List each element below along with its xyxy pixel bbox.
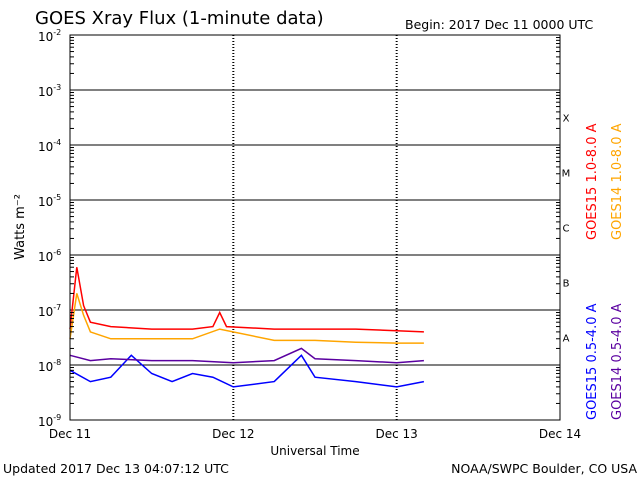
series-line <box>69 293 424 344</box>
x-tick-label: Dec 14 <box>539 427 581 441</box>
series-line <box>69 354 425 388</box>
flare-class-label: X <box>563 114 570 125</box>
series-line <box>69 267 424 333</box>
series-layer <box>69 267 425 388</box>
legend: GOES15 1.0-8.0 A GOES14 1.0-8.0 A GOES15 0… <box>585 123 625 420</box>
legend-entry: GOES14 0.5-4.0 A <box>610 303 625 420</box>
flare-class-labels: A B C M X <box>562 114 571 345</box>
y-tick-label: 10-5 <box>38 193 61 209</box>
legend-entry: GOES15 0.5-4.0 A <box>585 303 600 420</box>
flare-class-label: C <box>563 224 570 235</box>
y-tick-label: 10-8 <box>38 358 61 374</box>
y-tick-label: 10-2 <box>38 28 61 44</box>
gridlines <box>70 35 560 420</box>
y-tick-label: 10-7 <box>38 303 61 319</box>
y-axis-label: Watts m⁻² <box>13 194 28 260</box>
y-tick-label: 10-3 <box>38 83 61 99</box>
plot-frame <box>69 34 561 421</box>
y-axis-ticks: 10-9 10-8 10-7 10-6 10-5 10-4 10-3 10-2 <box>38 28 560 429</box>
x-axis-ticks: Dec 11 Dec 12 Dec 13 Dec 14 <box>49 427 581 441</box>
flare-class-label: M <box>562 169 571 180</box>
source-label: NOAA/SWPC Boulder, CO USA <box>451 461 637 476</box>
flare-class-label: A <box>563 334 570 345</box>
series-line <box>69 347 424 364</box>
updated-label: Updated 2017 Dec 13 04:07:12 UTC <box>3 461 229 476</box>
x-axis-label: Universal Time <box>270 444 359 458</box>
x-tick-label: Dec 11 <box>49 427 91 441</box>
flare-class-label: B <box>563 279 570 290</box>
begin-label: Begin: 2017 Dec 11 0000 UTC <box>405 17 593 32</box>
chart-title: GOES Xray Flux (1-minute data) <box>35 8 324 29</box>
y-tick-label: 10-6 <box>38 248 61 264</box>
legend-entry: GOES15 1.0-8.0 A <box>585 123 600 240</box>
y-tick-label: 10-4 <box>38 138 61 154</box>
x-tick-label: Dec 13 <box>376 427 418 441</box>
legend-entry: GOES14 1.0-8.0 A <box>610 123 625 240</box>
x-tick-label: Dec 12 <box>212 427 254 441</box>
y-tick-label: 10-9 <box>38 413 61 429</box>
